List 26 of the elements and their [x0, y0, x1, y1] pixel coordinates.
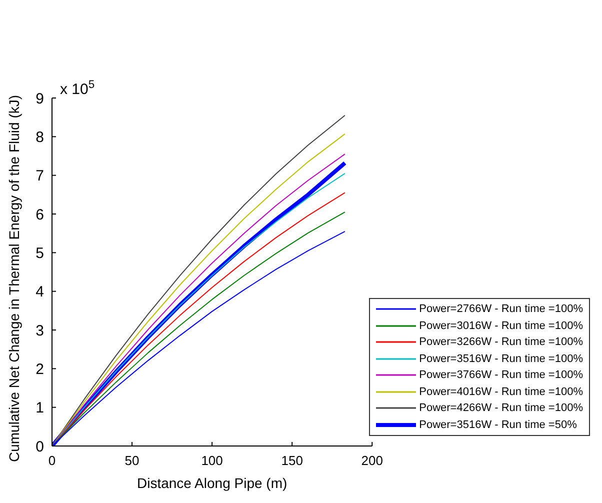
legend-label: Power=4016W - Run time =100% [419, 386, 583, 398]
legend-label: Power=4266W - Run time =100% [419, 402, 583, 414]
legend-label: Power=3766W - Run time =100% [419, 369, 583, 382]
legend-label: Power=3266W - Run time =100% [419, 336, 583, 348]
x-tick-label: 50 [124, 453, 140, 468]
y-tick-label: 1 [36, 400, 44, 417]
y-tick-label: 6 [36, 206, 44, 224]
x-tick-label: 0 [48, 453, 56, 468]
legend-label: Power=3516W - Run time =100% [419, 352, 583, 365]
x-tick-label: 200 [361, 453, 383, 468]
y-tick-label: 0 [36, 438, 44, 456]
legend-label: Power=3516W - Run time =50% [419, 418, 577, 431]
y-tick-label: 8 [36, 128, 44, 146]
x-tick-label: 100 [201, 453, 223, 468]
y-tick-label: 2 [36, 360, 44, 378]
y-tick-label: 7 [36, 168, 44, 185]
y-tick-label: 9 [36, 90, 44, 108]
y-tick-label: 5 [36, 244, 44, 262]
annotation: x 10$^{5}$ [60, 79, 95, 98]
x-axis-title: Distance Along Pipe (m) [136, 475, 288, 491]
x-tick-label: 150 [281, 453, 303, 468]
legend-label: Power=3016W - Run time =100% [419, 320, 583, 332]
y-tick-label: 3 [36, 322, 44, 340]
y-tick-label: 4 [36, 284, 44, 301]
legend-label: Power=2766W - Run time =100% [419, 303, 583, 316]
y-axis-title: Cumulative Net Change in Thermal Energy of the Fluid (kJ) [6, 94, 22, 462]
